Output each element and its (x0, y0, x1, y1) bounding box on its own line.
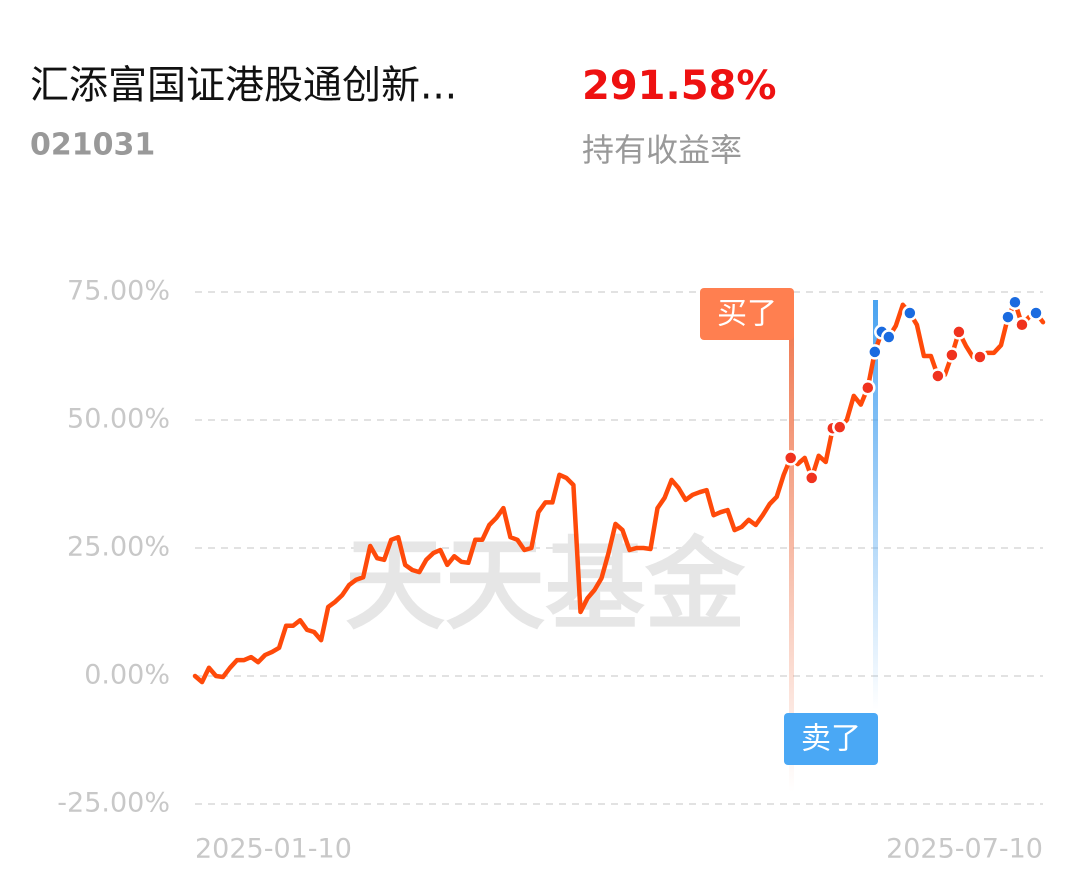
fund-code: 021031 (30, 128, 155, 163)
sell-line (873, 300, 878, 710)
trade-dot (782, 450, 799, 466)
x-tick-label: 2025-07-10 (886, 834, 1043, 865)
return-label: 持有收益率 (582, 131, 742, 169)
y-tick-label: 0.00% (84, 660, 170, 691)
trade-dot (944, 347, 960, 363)
sell-label: 卖了 (801, 722, 861, 757)
buy-tag (700, 288, 794, 340)
watermark: 天天基金 (345, 526, 746, 643)
trade-dot (1028, 305, 1044, 321)
trade-dot (881, 329, 897, 345)
grid: -25.00% 0.00% 25.00% 50.00% 75.00% 2025-01-10… (57, 276, 1043, 865)
buy-line (789, 330, 794, 792)
y-tick-label: -25.00% (57, 788, 170, 819)
plot (192, 294, 1046, 685)
trade-dot (951, 324, 967, 340)
trade-dot (1014, 317, 1030, 333)
trade-dot (930, 368, 946, 384)
y-tick-label: 50.00% (67, 404, 170, 435)
fund-title: 汇添富国证港股通创新... (30, 64, 457, 109)
return-line (192, 299, 1046, 685)
sell-tag (784, 713, 878, 765)
trade-dot (867, 344, 883, 360)
y-tick-label: 75.00% (67, 276, 170, 307)
x-tick-label: 2025-01-10 (195, 834, 352, 865)
trade-dot (860, 379, 876, 396)
trade-dot (972, 349, 988, 365)
trade-dot (832, 419, 848, 435)
y-tick-label: 25.00% (67, 532, 170, 563)
buy-label: 买了 (717, 297, 777, 332)
trade-dot (1000, 309, 1016, 325)
return-value: 291.58% (582, 63, 776, 109)
trade-dot (1007, 294, 1023, 310)
trade-dot (803, 470, 820, 486)
trade-dot (902, 305, 918, 321)
